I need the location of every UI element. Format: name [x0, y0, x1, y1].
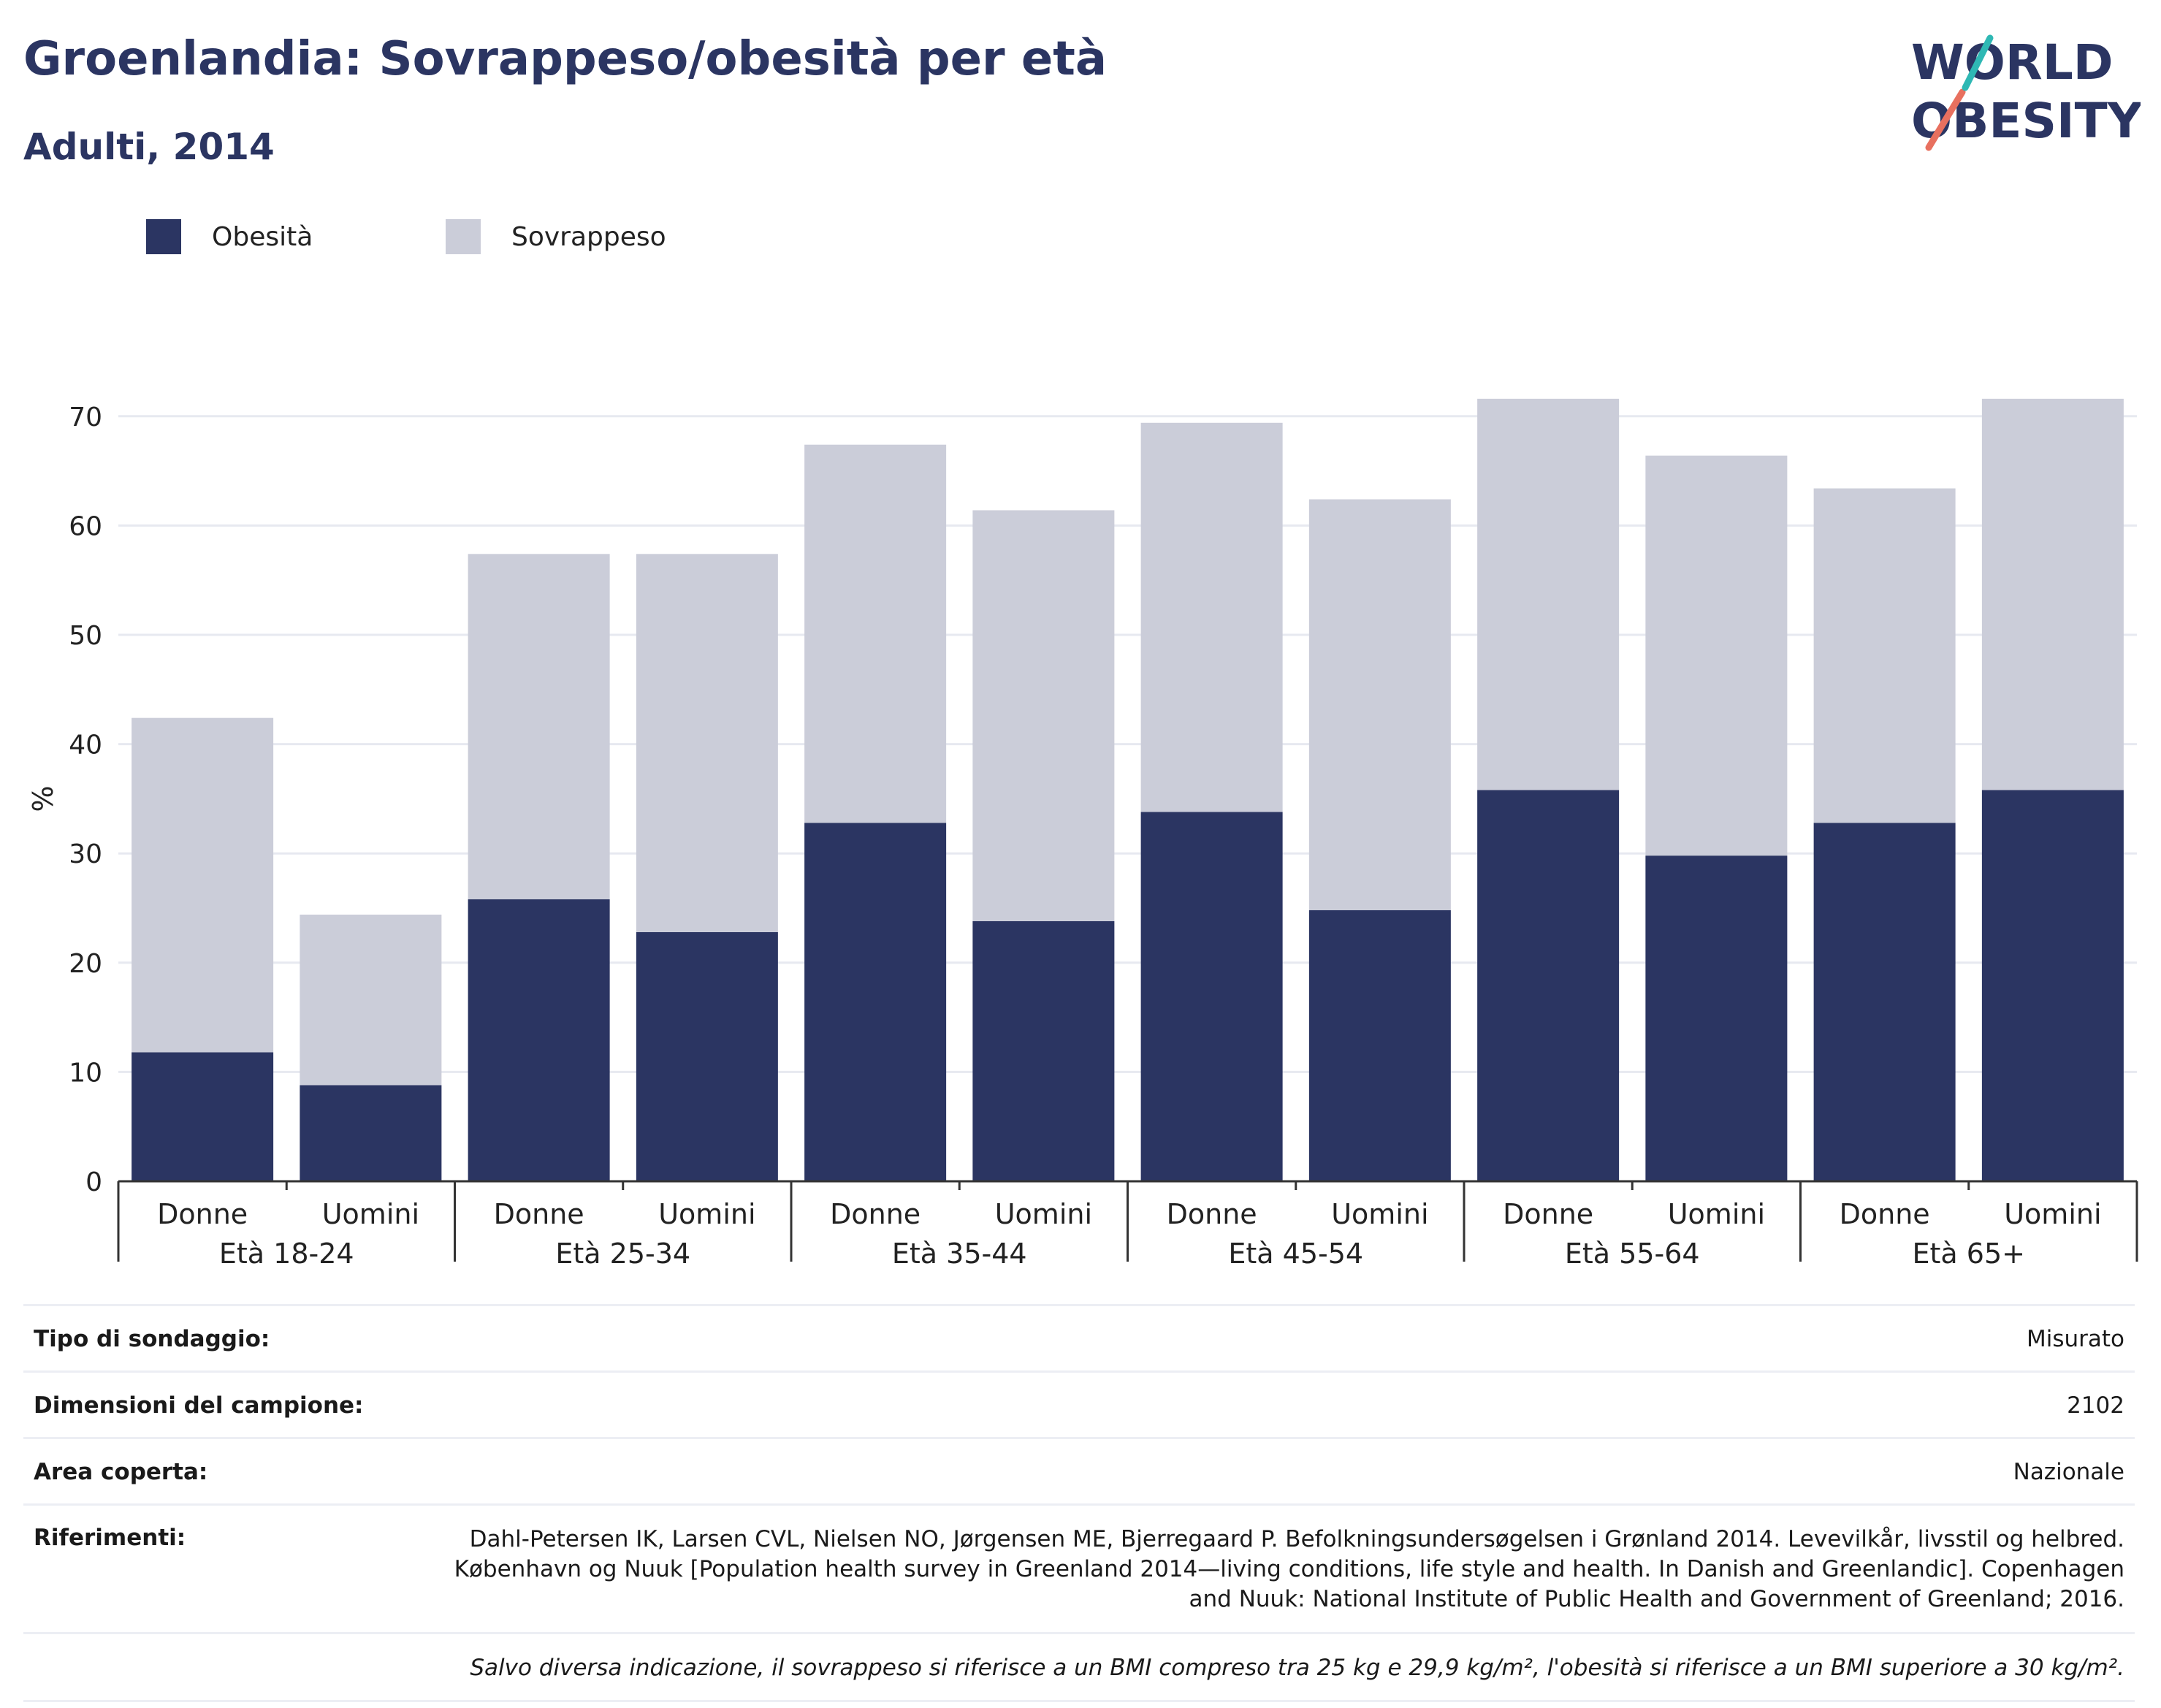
bar-overweight [1645, 455, 1788, 856]
legend-item-overweight: Sovrappeso [446, 216, 666, 257]
y-tick-label: 10 [69, 1058, 102, 1088]
info-value: Nazionale [2013, 1459, 2124, 1485]
legend-swatch-overweight [446, 219, 481, 254]
y-tick-label: 30 [69, 839, 102, 869]
bar-overweight [1140, 422, 1283, 812]
x-category-label: Uomini [1668, 1198, 1765, 1230]
bar-overweight [300, 914, 442, 1086]
info-label: Riferimenti: [34, 1525, 186, 1551]
x-group-label: Età 25-34 [555, 1238, 690, 1270]
logo-slash-upper [1962, 34, 1994, 91]
info-label: Tipo di sondaggio: [34, 1326, 270, 1352]
x-category-label: Donne [157, 1198, 248, 1230]
x-category-label: Uomini [995, 1198, 1092, 1230]
bar-obesity [468, 899, 610, 1181]
legend-item-obesity: Obesità [146, 216, 313, 257]
bar-obesity [972, 920, 1115, 1181]
page-title: Groenlandia: Sovrappeso/obesità per età [23, 32, 1108, 86]
bar-overweight [804, 444, 947, 823]
world-obesity-logo: WORLD OBESITY [1911, 34, 2141, 151]
y-tick-label: 20 [69, 949, 102, 979]
info-row-area: Area coperta: Nazionale [23, 1437, 2135, 1503]
x-group-label: Età 18-24 [219, 1238, 354, 1270]
info-value: Dahl-Petersen IK, Larsen CVL, Nielsen NO… [454, 1526, 2124, 1612]
info-value: Misurato [2026, 1326, 2124, 1352]
bmi-definition-note: Salvo diversa indicazione, il sovrappeso… [23, 1632, 2135, 1702]
info-label: Dimensioni del campione: [34, 1392, 364, 1419]
y-tick-label: 50 [69, 621, 102, 651]
bar-obesity [1308, 910, 1451, 1181]
bar-overweight [1477, 398, 1620, 790]
logo-slash-lower [1925, 88, 1966, 151]
bar-overweight [1813, 488, 1956, 823]
x-category-label: Uomini [1331, 1198, 1428, 1230]
bar-overweight [972, 510, 1115, 921]
bar-overweight [636, 554, 778, 932]
stacked-bar-chart: 0 10 20 30 40 50 60 70% Donne Uomini Donne Uomini Do… [27, 398, 2138, 1270]
x-category-label: Uomini [658, 1198, 755, 1230]
x-group-label: Età 55-64 [1565, 1238, 1700, 1270]
y-tick-label: 70 [69, 403, 102, 432]
y-tick-label: 40 [69, 731, 102, 760]
page-subtitle: Adulti, 2014 [23, 126, 275, 168]
x-group-label: Età 45-54 [1228, 1238, 1363, 1270]
info-label: Area coperta: [34, 1459, 208, 1485]
survey-info-table: Tipo di sondaggio: Misurato Dimensioni d… [23, 1304, 2135, 1702]
x-group-label: Età 65+ [1913, 1238, 2025, 1270]
x-category-label: Uomini [2004, 1198, 2101, 1230]
x-category-label: Donne [830, 1198, 921, 1230]
y-tick-label: 60 [69, 511, 102, 541]
bar-overweight [468, 554, 610, 900]
x-category-label: Donne [1840, 1198, 1930, 1230]
x-category-label: Donne [1167, 1198, 1257, 1230]
bar-obesity [1477, 790, 1620, 1181]
info-row-references: Riferimenti: Dahl-Petersen IK, Larsen CV… [23, 1503, 2135, 1632]
x-category-label: Donne [1503, 1198, 1593, 1230]
y-tick-label: 0 [85, 1167, 102, 1197]
logo-line2: OBESITY [1911, 93, 2141, 149]
bar-overweight [132, 717, 274, 1053]
bar-obesity [1140, 812, 1283, 1181]
x-category-label: Uomini [322, 1198, 419, 1230]
x-category-label: Donne [494, 1198, 584, 1230]
bar-obesity [1813, 823, 1956, 1181]
bar-obesity [636, 931, 778, 1181]
x-group-label: Età 35-44 [892, 1238, 1027, 1270]
info-row-survey-type: Tipo di sondaggio: Misurato [23, 1304, 2135, 1370]
y-axis-label: % [27, 785, 59, 812]
bar-overweight [1308, 499, 1451, 910]
info-value: 2102 [2067, 1392, 2124, 1419]
bar-obesity [1645, 855, 1788, 1181]
info-row-sample-size: Dimensioni del campione: 2102 [23, 1370, 2135, 1437]
legend-swatch-obesity [146, 219, 181, 254]
legend-label-obesity: Obesità [212, 221, 313, 252]
bar-obesity [300, 1085, 442, 1181]
legend-label-overweight: Sovrappeso [511, 221, 666, 252]
bar-obesity [1981, 790, 2124, 1181]
bar-overweight [1981, 398, 2124, 790]
bar-obesity [804, 823, 947, 1181]
logo-line1: WORLD [1911, 34, 2114, 91]
bar-obesity [132, 1052, 274, 1181]
